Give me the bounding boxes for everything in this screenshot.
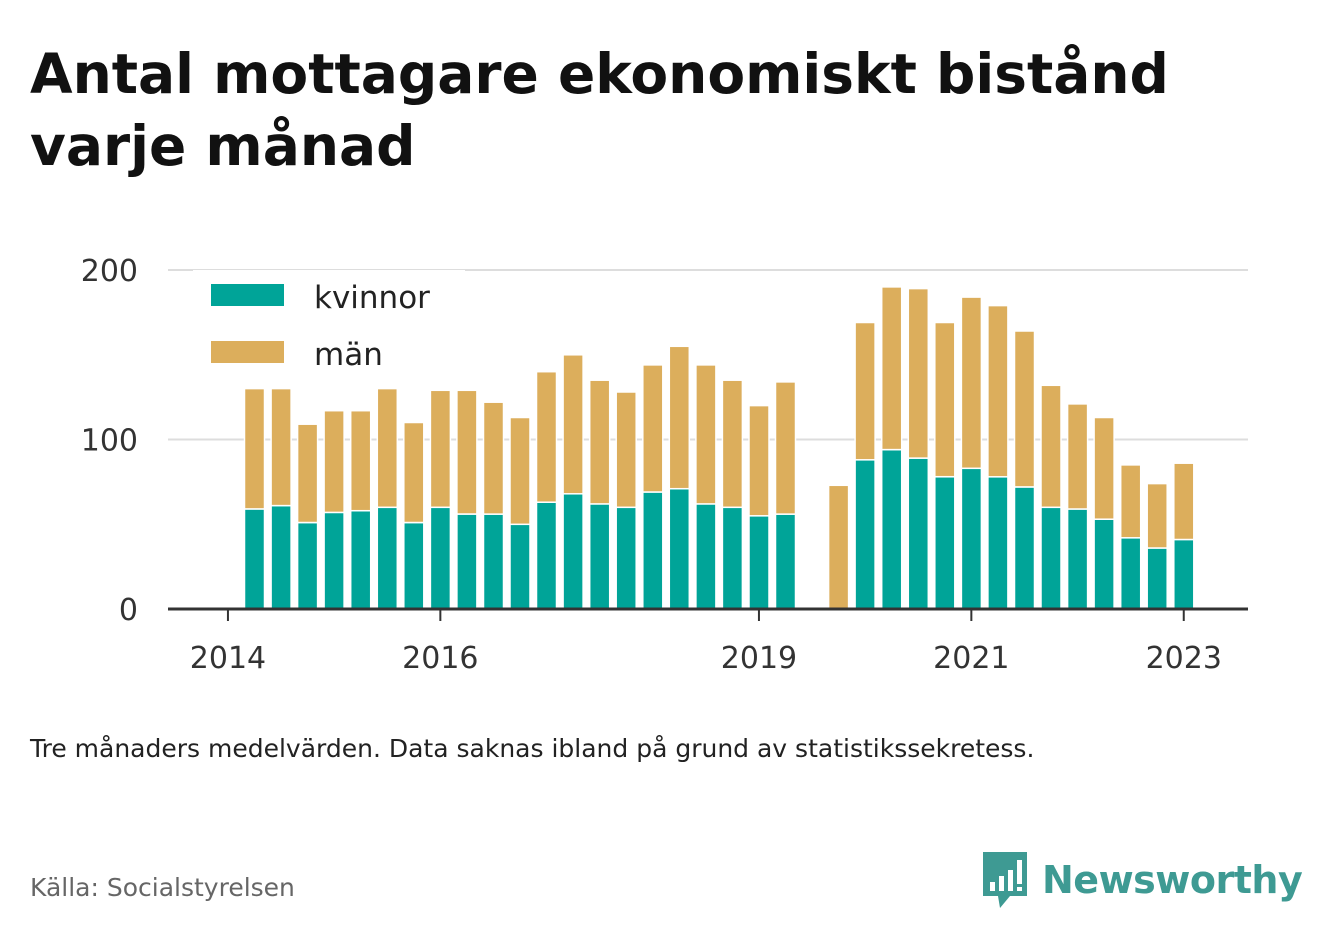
bar-kvinnor-2018-04 [668, 487, 691, 610]
legend-label-man: män [314, 337, 383, 373]
bar-kvinnor-2020-10 [934, 476, 956, 610]
bar-kvinnor-2021-04 [987, 476, 1009, 610]
bar-kvinnor-2020-01 [854, 459, 876, 610]
chart-title: Antal mottagare ekonomiskt bistånd varje… [30, 42, 1169, 178]
bar-mn-2015-04 [349, 409, 372, 512]
bar-mn-2021-01 [960, 296, 983, 470]
bar-mn-2016-10 [509, 416, 531, 526]
bar-mn-2018-01 [642, 364, 664, 493]
newsworthy-logo-icon [983, 852, 1027, 908]
bar-mn-2021-04 [987, 304, 1009, 478]
bar-kvinnor-2018-01 [642, 491, 664, 610]
bar-mn-2018-04 [668, 345, 691, 490]
bar-mn-2018-10 [721, 379, 744, 509]
bar-kvinnor-2014-04 [243, 508, 266, 610]
bar-kvinnor-2015-07 [376, 506, 399, 610]
bar-mn-2023-01 [1173, 462, 1195, 541]
bar-mn-2019-01 [748, 404, 770, 517]
bar-mn-2021-10 [1040, 384, 1062, 509]
bar-kvinnor-2019-01 [748, 515, 770, 610]
bar-mn-2014-04 [243, 387, 266, 510]
bar-mn-2022-01 [1066, 403, 1089, 510]
bar-kvinnor-2022-10 [1146, 547, 1168, 610]
bar-kvinnor-2016-10 [509, 523, 531, 610]
bar-mn-2016-01 [429, 389, 452, 509]
bar-mn-2016-07 [482, 401, 505, 515]
bar-kvinnor-2018-10 [721, 506, 744, 610]
bar-kvinnor-2021-01 [960, 467, 983, 610]
bar-mn-2019-10 [827, 484, 850, 610]
bar-mn-2017-07 [588, 379, 611, 505]
bar-mn-2014-07 [270, 387, 292, 507]
bar-kvinnor-2020-04 [880, 448, 903, 610]
bar-mn-2015-07 [376, 387, 399, 509]
bar-kvinnor-2023-01 [1173, 538, 1195, 610]
bar-mn-2020-10 [934, 321, 956, 478]
brand: Newsworthy [980, 848, 1303, 912]
bar-kvinnor-2022-07 [1119, 537, 1142, 610]
x-tick-label: 2021 [933, 641, 1009, 676]
bar-mn-2021-07 [1013, 330, 1036, 488]
bar-kvinnor-2016-07 [482, 513, 505, 610]
chart-note: Tre månaders medelvärden. Data saknas ib… [30, 734, 1035, 763]
bar-mn-2016-04 [456, 389, 478, 515]
bar-kvinnor-2015-04 [349, 509, 372, 610]
legend-swatch-kvinnor [211, 284, 284, 306]
bar-kvinnor-2015-01 [323, 511, 345, 610]
bar-mn-2015-01 [323, 409, 345, 514]
bar-kvinnor-2019-04 [774, 513, 797, 610]
brand-name: Newsworthy [1042, 858, 1303, 902]
bar-kvinnor-2022-01 [1066, 508, 1089, 610]
bar-kvinnor-2021-07 [1013, 486, 1036, 610]
legend: kvinnor män [193, 270, 465, 380]
bars [243, 286, 1195, 610]
bar-mn-2017-10 [615, 391, 637, 509]
bar-mn-2014-10 [296, 423, 319, 524]
bar-kvinnor-2014-10 [296, 521, 319, 610]
bar-kvinnor-2017-04 [562, 492, 584, 610]
bar-kvinnor-2020-07 [907, 457, 930, 610]
bar-mn-2018-07 [695, 364, 717, 505]
bar-mn-2022-04 [1093, 416, 1115, 520]
bar-kvinnor-2022-04 [1093, 518, 1115, 610]
x-tick-label: 2019 [721, 641, 797, 676]
x-tick-label: 2014 [190, 641, 266, 676]
bar-mn-2017-01 [535, 370, 558, 503]
bar-kvinnor-2017-10 [615, 506, 637, 610]
y-tick-label: 200 [81, 254, 138, 289]
bar-mn-2022-07 [1119, 464, 1142, 539]
bar-kvinnor-2018-07 [695, 503, 717, 610]
bar-kvinnor-2016-01 [429, 506, 452, 610]
legend-swatch-man [211, 341, 284, 363]
bar-mn-2019-04 [774, 381, 797, 515]
bar-mn-2015-10 [403, 421, 425, 524]
y-tick-label: 100 [81, 424, 138, 459]
bar-kvinnor-2016-04 [456, 513, 478, 610]
source-text: Källa: Socialstyrelsen [30, 873, 295, 902]
bar-kvinnor-2017-01 [535, 501, 558, 610]
bar-mn-2017-04 [562, 354, 584, 495]
bar-kvinnor-2021-10 [1040, 506, 1062, 610]
bar-kvinnor-2017-07 [588, 503, 611, 610]
legend-label-kvinnor: kvinnor [314, 280, 430, 316]
axes: 2014 2016 2019 2021 2023 [168, 607, 1248, 676]
bar-mn-2020-04 [880, 286, 903, 451]
bar-mn-2020-01 [854, 321, 876, 461]
x-tick-label: 2023 [1146, 641, 1222, 676]
x-tick-label: 2016 [402, 641, 478, 676]
bar-kvinnor-2014-07 [270, 504, 292, 610]
y-tick-label: 0 [119, 593, 138, 628]
bar-mn-2020-07 [907, 287, 930, 459]
bar-mn-2022-10 [1146, 482, 1168, 549]
bar-kvinnor-2015-10 [403, 521, 425, 610]
